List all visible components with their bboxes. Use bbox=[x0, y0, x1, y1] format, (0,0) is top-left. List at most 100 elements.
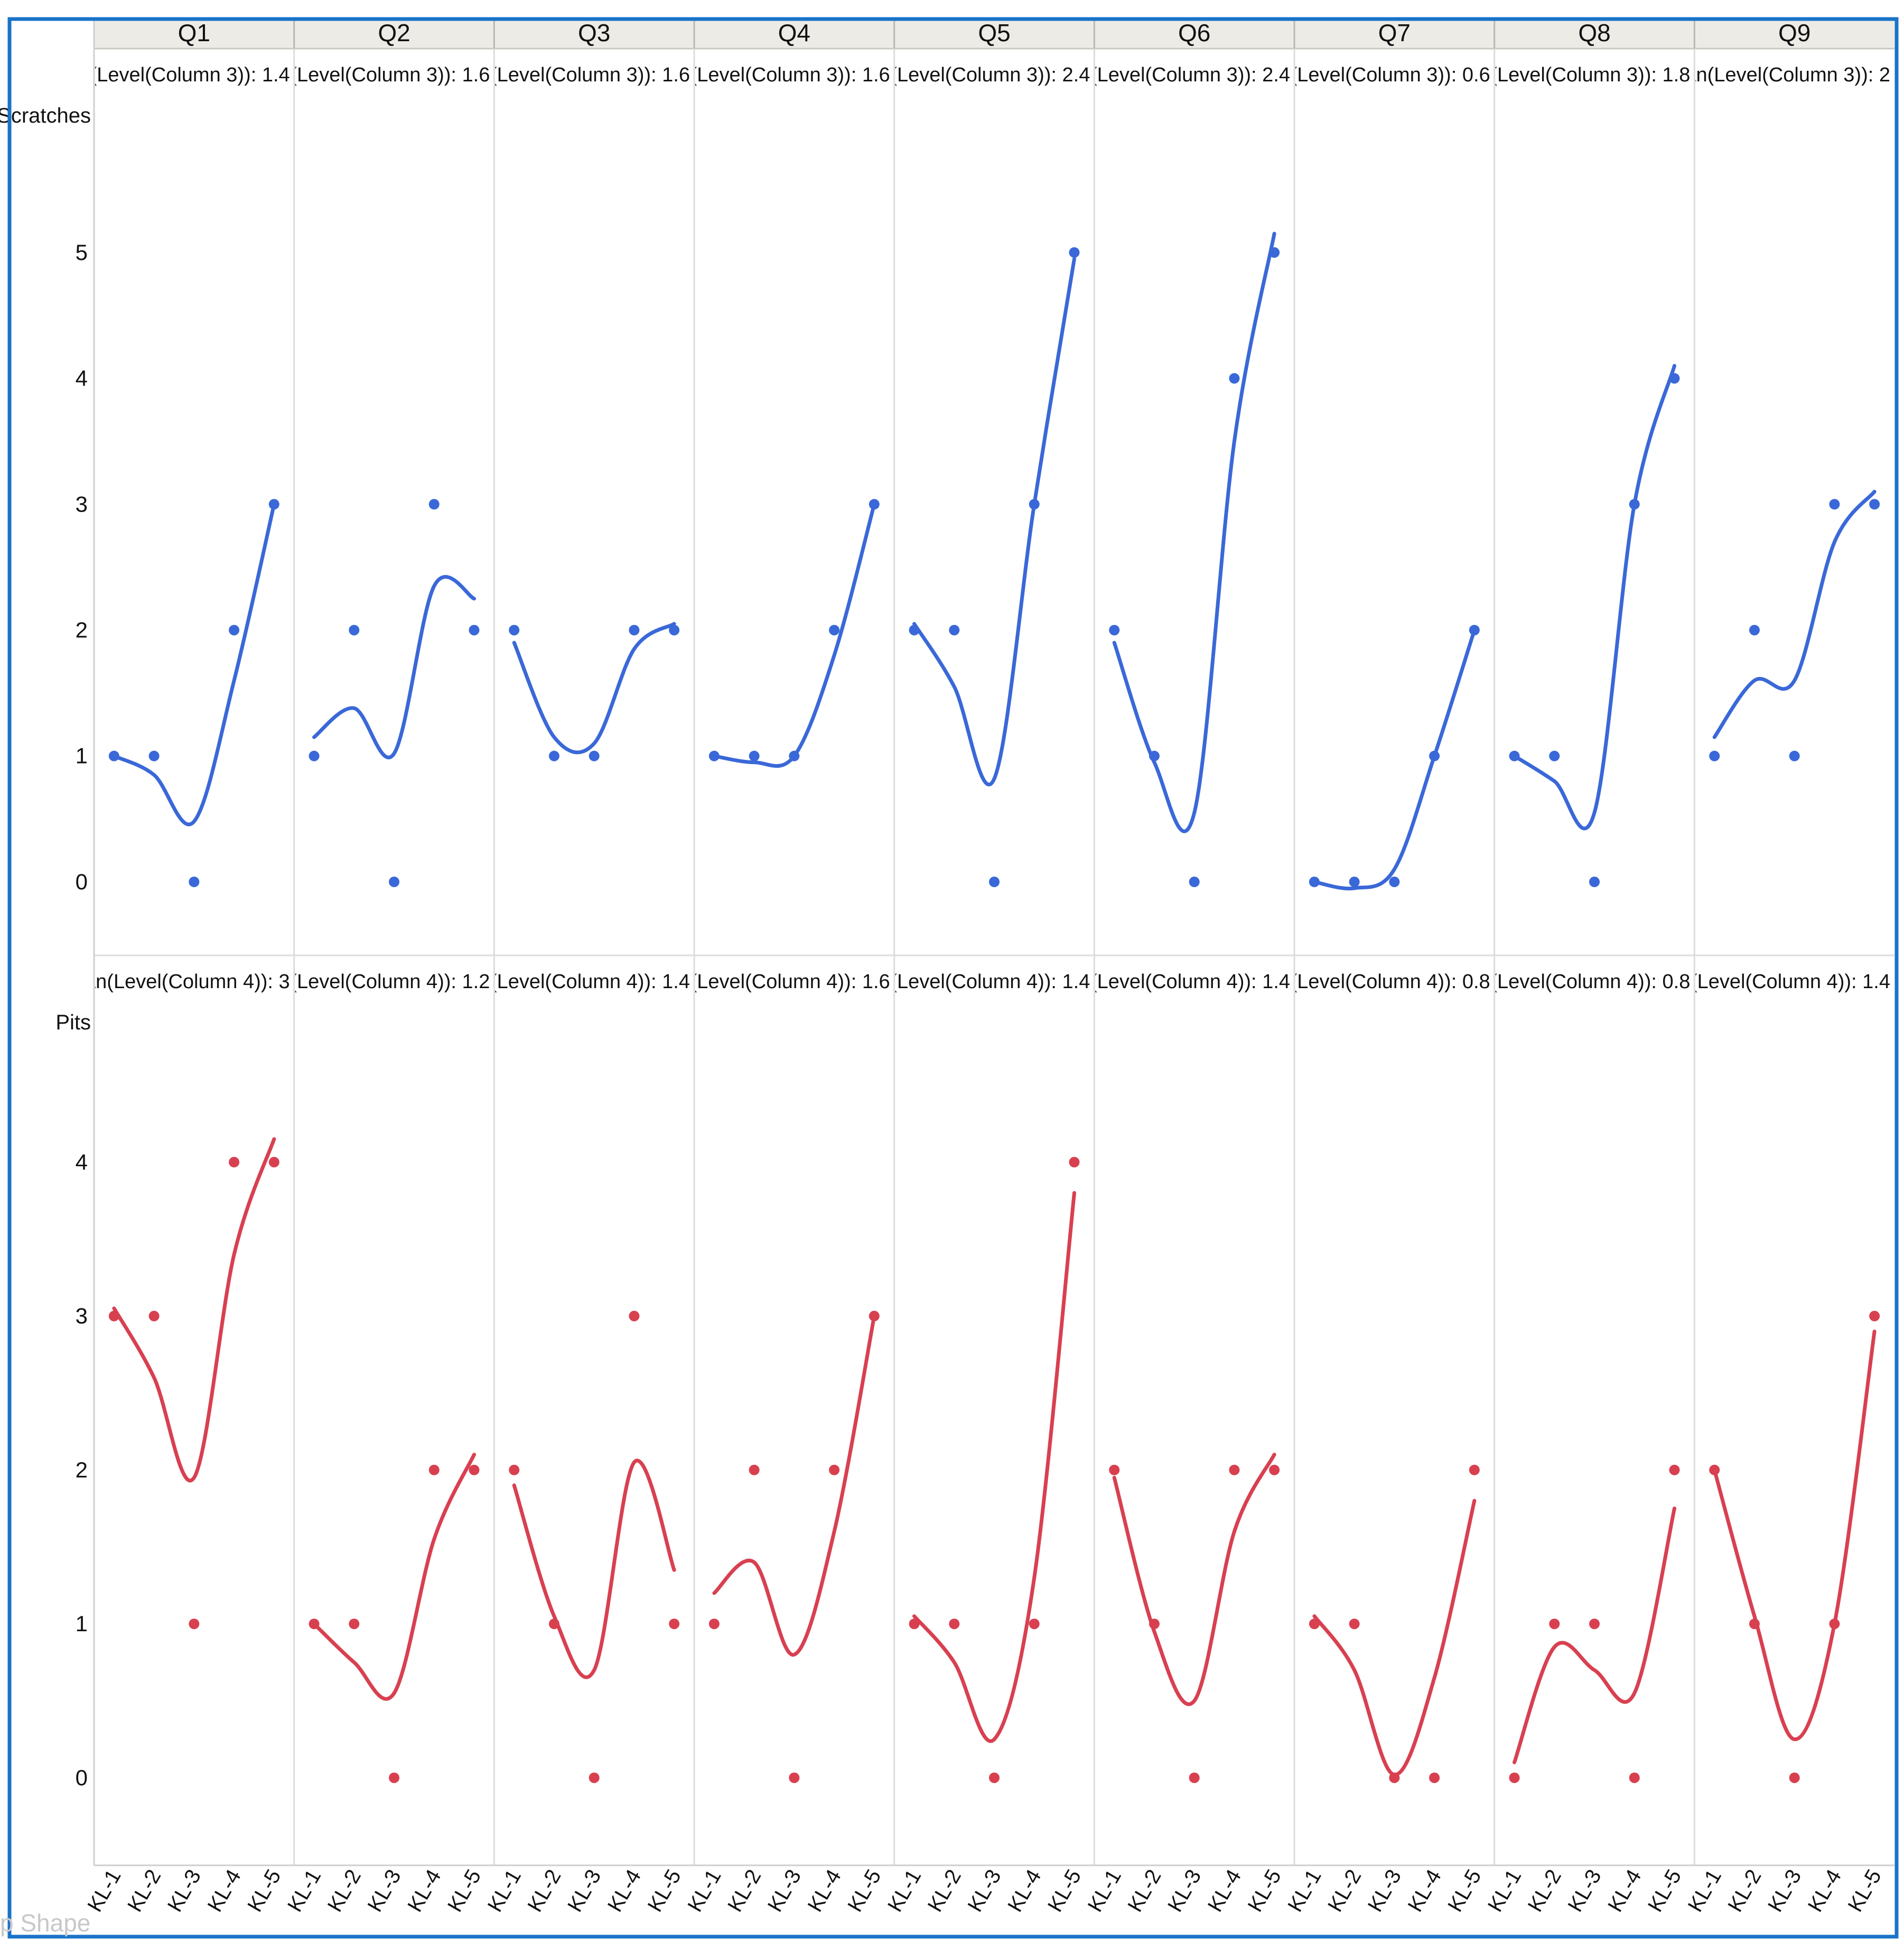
data-point-scratches-q2-kl-1 bbox=[309, 750, 320, 761]
y-tick-pits-1: 1 bbox=[76, 1611, 88, 1636]
panel-header-q2: Q2 bbox=[378, 19, 410, 47]
data-point-scratches-q2-kl-5 bbox=[469, 625, 480, 636]
mean-label-pits-q9: ean(Level(Column 4)): 1.4 bbox=[1657, 971, 1890, 993]
y-tick-scratches-0: 0 bbox=[76, 869, 88, 894]
data-point-scratches-q4-kl-1 bbox=[708, 750, 720, 761]
data-point-scratches-q5-kl-5 bbox=[1069, 247, 1080, 258]
data-point-scratches-q4-kl-4 bbox=[829, 625, 840, 636]
data-point-pits-q3-kl-5 bbox=[669, 1619, 680, 1630]
panel-header-q9: Q9 bbox=[1778, 19, 1810, 47]
data-point-pits-q5-kl-3 bbox=[989, 1772, 1000, 1783]
panel-header-q3: Q3 bbox=[578, 19, 610, 47]
mean-label-scratches-q7: ean(Level(Column 3)): 0.6 bbox=[1257, 64, 1490, 86]
data-point-scratches-q1-kl-2 bbox=[148, 750, 160, 761]
data-point-pits-q9-kl-4 bbox=[1829, 1619, 1840, 1630]
data-point-scratches-q4-kl-3 bbox=[789, 750, 800, 761]
data-point-scratches-q9-kl-5 bbox=[1869, 499, 1880, 510]
data-point-pits-q9-kl-2 bbox=[1749, 1619, 1760, 1630]
data-point-scratches-q1-kl-1 bbox=[108, 750, 119, 761]
trend-curve-scratches-q6 bbox=[1112, 231, 1276, 833]
trend-curve-pits-q2 bbox=[312, 1453, 476, 1701]
y-tick-scratches-5: 5 bbox=[76, 240, 88, 265]
data-point-pits-q7-kl-5 bbox=[1469, 1464, 1480, 1475]
data-point-pits-q5-kl-1 bbox=[909, 1619, 920, 1630]
mean-label-pits-q1: Mean(Level(Column 4)): 3 bbox=[57, 971, 290, 993]
data-point-pits-q6-kl-2 bbox=[1149, 1619, 1160, 1630]
data-point-pits-q5-kl-5 bbox=[1069, 1157, 1080, 1168]
mean-label-pits-q7: ean(Level(Column 4)): 0.8 bbox=[1257, 971, 1490, 993]
trend-curve-pits-q1 bbox=[112, 1137, 276, 1483]
outer-frame-border bbox=[7, 17, 1899, 1939]
data-point-pits-q8-kl-3 bbox=[1589, 1619, 1600, 1630]
data-point-scratches-q3-kl-2 bbox=[548, 750, 559, 761]
mean-label-scratches-q4: ean(Level(Column 3)): 1.6 bbox=[657, 64, 890, 86]
data-point-pits-q1-kl-1 bbox=[108, 1310, 119, 1322]
data-point-scratches-q1-kl-5 bbox=[268, 499, 279, 510]
data-point-pits-q7-kl-3 bbox=[1389, 1772, 1400, 1783]
data-point-pits-q6-kl-1 bbox=[1109, 1464, 1120, 1475]
data-point-pits-q8-kl-1 bbox=[1509, 1772, 1520, 1783]
trend-curve-pits-q7 bbox=[1312, 1499, 1477, 1777]
mean-label-scratches-q1: ean(Level(Column 3)): 1.4 bbox=[57, 64, 290, 86]
trend-curve-scratches-q7 bbox=[1312, 628, 1477, 891]
data-point-scratches-q3-kl-5 bbox=[669, 625, 680, 636]
data-point-scratches-q3-kl-3 bbox=[589, 750, 600, 761]
data-point-pits-q1-kl-3 bbox=[189, 1619, 200, 1630]
data-point-pits-q6-kl-3 bbox=[1189, 1772, 1200, 1783]
data-point-pits-q9-kl-1 bbox=[1709, 1464, 1720, 1475]
data-point-pits-q7-kl-4 bbox=[1429, 1772, 1440, 1783]
y-tick-pits-0: 0 bbox=[76, 1765, 88, 1790]
y-tick-pits-4: 4 bbox=[76, 1149, 88, 1174]
data-point-scratches-q6-kl-2 bbox=[1149, 750, 1160, 761]
data-point-pits-q3-kl-4 bbox=[629, 1310, 640, 1322]
data-point-scratches-q5-kl-3 bbox=[989, 876, 1000, 887]
data-point-pits-q6-kl-5 bbox=[1269, 1464, 1280, 1475]
data-point-pits-q2-kl-4 bbox=[428, 1464, 440, 1475]
data-point-scratches-q7-kl-3 bbox=[1389, 876, 1400, 887]
data-point-pits-q8-kl-5 bbox=[1669, 1464, 1680, 1475]
data-point-scratches-q8-kl-1 bbox=[1509, 750, 1520, 761]
mean-label-pits-q3: ean(Level(Column 4)): 1.4 bbox=[457, 971, 690, 993]
data-point-pits-q7-kl-2 bbox=[1349, 1619, 1360, 1630]
data-point-pits-q4-kl-4 bbox=[829, 1464, 840, 1475]
column-header-band bbox=[94, 20, 1894, 49]
data-point-scratches-q8-kl-4 bbox=[1629, 499, 1640, 510]
data-point-scratches-q7-kl-4 bbox=[1429, 750, 1440, 761]
data-point-pits-q3-kl-2 bbox=[548, 1619, 559, 1630]
data-point-scratches-q1-kl-3 bbox=[189, 876, 200, 887]
data-point-scratches-q6-kl-1 bbox=[1109, 625, 1120, 636]
data-point-scratches-q6-kl-3 bbox=[1189, 876, 1200, 887]
data-point-scratches-q7-kl-2 bbox=[1349, 876, 1360, 887]
data-point-pits-q3-kl-1 bbox=[509, 1464, 520, 1475]
data-point-scratches-q9-kl-2 bbox=[1749, 625, 1760, 636]
data-point-scratches-q2-kl-2 bbox=[349, 625, 360, 636]
panel-header-q4: Q4 bbox=[778, 19, 810, 47]
data-point-scratches-q2-kl-4 bbox=[428, 499, 440, 510]
mean-label-scratches-q5: ean(Level(Column 3)): 2.4 bbox=[857, 64, 1090, 86]
data-point-pits-q4-kl-5 bbox=[869, 1310, 880, 1322]
data-point-scratches-q4-kl-2 bbox=[749, 750, 760, 761]
data-point-pits-q4-kl-3 bbox=[789, 1772, 800, 1783]
data-point-scratches-q4-kl-5 bbox=[869, 499, 880, 510]
trend-curve-scratches-q4 bbox=[712, 502, 876, 768]
y-tick-pits-2: 2 bbox=[76, 1457, 88, 1482]
data-point-pits-q8-kl-4 bbox=[1629, 1772, 1640, 1783]
y-tick-pits-3: 3 bbox=[76, 1304, 88, 1328]
data-point-pits-q1-kl-4 bbox=[229, 1157, 240, 1168]
row-label-scratches: Scratches bbox=[0, 104, 91, 127]
trend-curve-pits-q5 bbox=[912, 1191, 1076, 1743]
trend-curve-pits-q6 bbox=[1112, 1453, 1276, 1706]
data-point-pits-q9-kl-3 bbox=[1789, 1772, 1800, 1783]
y-tick-scratches-3: 3 bbox=[76, 491, 88, 516]
data-point-scratches-q9-kl-4 bbox=[1829, 499, 1840, 510]
panel-header-q8: Q8 bbox=[1578, 19, 1610, 47]
trend-curve-pits-q8 bbox=[1513, 1507, 1676, 1764]
data-point-scratches-q8-kl-2 bbox=[1549, 750, 1560, 761]
panel-header-q5: Q5 bbox=[978, 19, 1010, 47]
row-label-pits: Pits bbox=[55, 1011, 91, 1034]
panel-header-q1: Q1 bbox=[178, 19, 210, 47]
mean-label-scratches-q6: ean(Level(Column 3)): 2.4 bbox=[1057, 64, 1290, 86]
data-point-scratches-q3-kl-4 bbox=[629, 625, 640, 636]
data-point-pits-q2-kl-2 bbox=[349, 1619, 360, 1630]
